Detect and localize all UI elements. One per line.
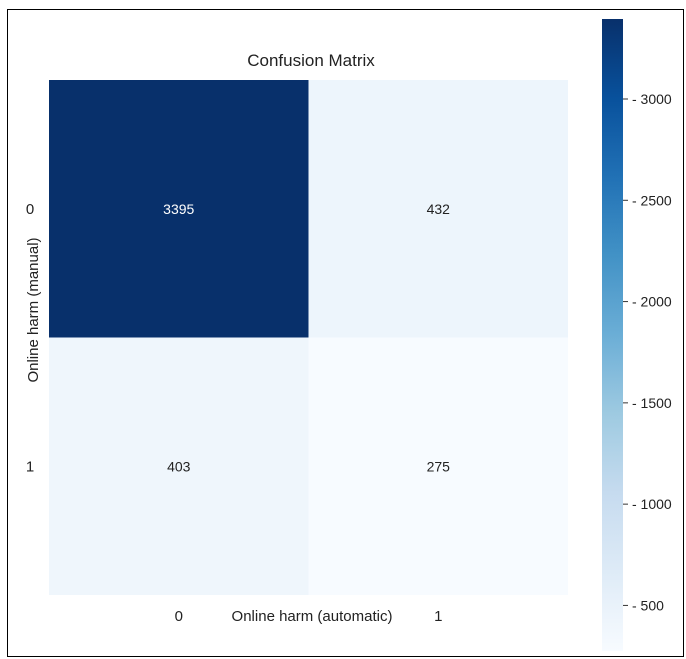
colorbar-tick-label: - 500	[632, 597, 664, 613]
cell-value-label: 3395	[163, 201, 194, 217]
heatmap-cell-1-0	[49, 337, 309, 595]
colorbar-tick-label: - 1500	[632, 395, 672, 411]
colorbar	[602, 19, 623, 651]
heatmap-cell-0-0	[49, 80, 309, 338]
y-axis-label: Online harm (manual)	[25, 237, 42, 382]
cell-value-label: 403	[167, 458, 191, 474]
heatmap-cell-0-1	[308, 80, 568, 338]
y-tick-label: 0	[26, 201, 34, 218]
cell-value-label: 432	[427, 201, 451, 217]
cell-value-label: 275	[427, 458, 451, 474]
y-tick-label: 1	[26, 458, 34, 475]
colorbar-ticks: - 500 - 1000 - 1500 - 2000 - 2500 - 3000	[623, 91, 672, 613]
y-tick-labels: 01	[26, 201, 34, 476]
heatmap-cell-1-1	[308, 337, 568, 595]
colorbar-tick-label: - 2500	[632, 192, 672, 208]
heatmap-cells: 3395 432 403 275	[49, 80, 568, 595]
x-tick-label: 0	[175, 608, 183, 625]
x-tick-label: 1	[434, 608, 442, 625]
x-axis-label: Online harm (automatic)	[232, 608, 393, 625]
chart-title: Confusion Matrix	[247, 51, 375, 70]
colorbar-tick-label: - 3000	[632, 91, 672, 107]
colorbar-tick-label: - 1000	[632, 496, 672, 512]
colorbar-tick-label: - 2000	[632, 294, 672, 310]
